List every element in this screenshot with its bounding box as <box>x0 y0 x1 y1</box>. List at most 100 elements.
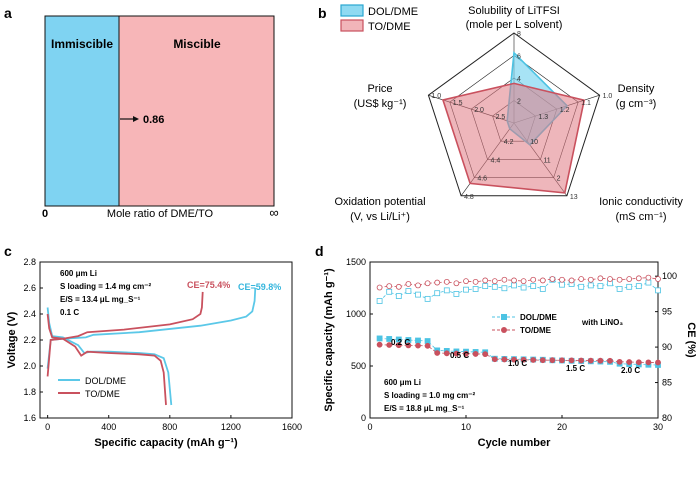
d-annotation-es: E/S = 18.8 μL mg_S⁻¹ <box>384 404 465 413</box>
radar-tick-density-1: 1.1 <box>581 100 591 107</box>
radar-tick-solubility-2: 4 <box>517 76 521 83</box>
radar-tick-density-2: 1.2 <box>560 107 570 114</box>
d-point-3-5 <box>424 280 431 287</box>
d-ytick-label-0: 0 <box>361 413 366 423</box>
d-point-1-25 <box>616 358 623 365</box>
c-lines <box>46 287 257 406</box>
c-xtick-label-1: 400 <box>101 422 116 432</box>
radar-tick-conductivity-2: 11 <box>543 157 550 164</box>
b-legend-swatch-to <box>340 19 364 32</box>
d-point-1-9 <box>463 350 469 357</box>
d-point-0-3 <box>405 337 412 343</box>
c-curve-2 <box>46 313 167 406</box>
d-point-1-22 <box>587 357 594 364</box>
boundary-arrowhead <box>133 116 139 122</box>
axis-title-price: Price <box>367 83 392 95</box>
d-point-3-12 <box>491 278 498 285</box>
radar-tick-conductivity-1: 2 <box>557 176 561 183</box>
radar-tick-oxidation-2: 4.4 <box>491 157 501 164</box>
c-xtick-label-4: 1600 <box>282 422 302 432</box>
d-y2tick-label-4: 100 <box>662 271 677 281</box>
d-ylabel-right: CE (%) <box>685 322 696 358</box>
radar-tick-conductivity-0: 13 <box>570 194 578 201</box>
immiscible-label: Immiscible <box>51 37 113 51</box>
axis-sub-oxidation: (V, vs Li/Li⁺) <box>350 211 410 223</box>
axis-title-conductivity: Ionic conductivity <box>599 196 683 208</box>
d-y2tick-label-0: 80 <box>662 413 672 423</box>
d-point-2-6 <box>434 290 441 297</box>
panel-b: b DOL/DME TO/DME Solubility of LiTFSI (m… <box>318 4 683 223</box>
c-xtick-label-2: 800 <box>162 422 177 432</box>
rate-label-0.2C: 0.2 C <box>391 338 410 347</box>
d-y2tick-label-3: 95 <box>662 307 672 317</box>
axis-sub-density: (g cm⁻³) <box>616 98 657 110</box>
d-point-1-11 <box>482 351 489 358</box>
c-ce-dol: CE=59.8% <box>238 282 281 292</box>
d-point-0-0 <box>376 335 383 342</box>
radar-tick-conductivity-3: 10 <box>530 139 538 146</box>
d-point-3-2 <box>395 283 402 290</box>
c-legend-to: TO/DME <box>85 389 120 399</box>
c-ytick-label-2: 2.0 <box>23 361 36 371</box>
d-point-1-19 <box>559 357 565 364</box>
d-point-2-1 <box>386 288 393 295</box>
d-point-2-22 <box>587 282 594 289</box>
c-xlabel: Specific capacity (mAh g⁻¹) <box>94 437 238 449</box>
d-ytick-label-2: 1000 <box>346 309 366 319</box>
d-xtick-label-3: 30 <box>653 422 663 432</box>
c-ticks: 0 400 800 1200 1600 1.6 1.8 2.0 2.2 2.4 2.6 2.8 <box>23 257 302 432</box>
d-series-line-3 <box>379 277 659 288</box>
d-point-2-14 <box>511 282 517 289</box>
d-point-3-9 <box>463 278 469 285</box>
axis-sub-price: (US$ kg⁻¹) <box>354 98 407 110</box>
radar-tick-oxidation-0: 4.8 <box>464 194 474 201</box>
radar-ring-3 <box>427 32 601 197</box>
d-point-1-14 <box>511 356 517 363</box>
boundary-value: 0.86 <box>143 114 164 126</box>
d-point-1-1 <box>386 342 393 348</box>
d-point-1-7 <box>443 350 450 357</box>
d-point-0-2 <box>395 336 402 343</box>
d-point-2-11 <box>482 283 489 290</box>
d-point-3-25 <box>616 276 623 283</box>
d-point-3-24 <box>607 276 613 282</box>
d-point-3-28 <box>645 274 652 281</box>
d-point-2-8 <box>453 291 460 297</box>
d-point-3-22 <box>587 276 594 283</box>
radar-tick-oxidation-1: 4.6 <box>477 176 487 183</box>
d-point-2-9 <box>463 286 469 293</box>
d-point-1-26 <box>626 359 633 365</box>
d-ytick-label-1: 500 <box>351 361 366 371</box>
d-y2tick-label-1: 85 <box>662 378 672 388</box>
d-point-1-18 <box>549 357 556 364</box>
d-point-3-8 <box>453 280 460 287</box>
d-point-3-7 <box>443 278 450 285</box>
b-legend-to: TO/DME <box>368 21 411 33</box>
d-legend-note: with LiNO₃ <box>581 318 623 327</box>
d-point-2-26 <box>626 283 633 290</box>
c-annotation-li: 600 μm Li <box>60 269 97 278</box>
b-legend-dol: DOL/DME <box>368 6 418 18</box>
d-point-3-19 <box>559 276 565 283</box>
d-point-2-7 <box>443 287 450 294</box>
d-legend-to: TO/DME <box>520 326 552 335</box>
d-point-3-18 <box>549 276 556 282</box>
d-point-2-0 <box>376 298 383 304</box>
d-ticks: 0 10 20 30 0 500 1000 1500 80 85 90 95 100 <box>346 257 677 432</box>
d-point-3-1 <box>386 283 393 290</box>
d-point-3-15 <box>520 278 527 285</box>
d-point-2-17 <box>539 286 546 292</box>
d-point-0-4 <box>415 337 421 344</box>
axis-sub-solubility: (mole per L solvent) <box>466 19 563 31</box>
d-series-3 <box>376 274 661 291</box>
rate-label-2.0C: 2.0 C <box>621 366 640 375</box>
d-y2tick-label-2: 90 <box>662 342 672 352</box>
d-point-1-3 <box>405 342 412 349</box>
panel-a: a Immiscible Miscible 0.86 0 Mole ratio … <box>4 5 279 220</box>
c-curve-3 <box>46 291 204 377</box>
d-point-2-5 <box>424 295 431 302</box>
d-ylabel-left: Specific capacity (mAh g⁻¹) <box>323 268 335 412</box>
c-xtick-label-3: 1200 <box>221 422 241 432</box>
d-point-2-10 <box>472 286 479 292</box>
panel-d: d 0 10 20 30 0 500 1000 1500 80 85 90 95 100 DOL/DME… <box>315 243 696 449</box>
